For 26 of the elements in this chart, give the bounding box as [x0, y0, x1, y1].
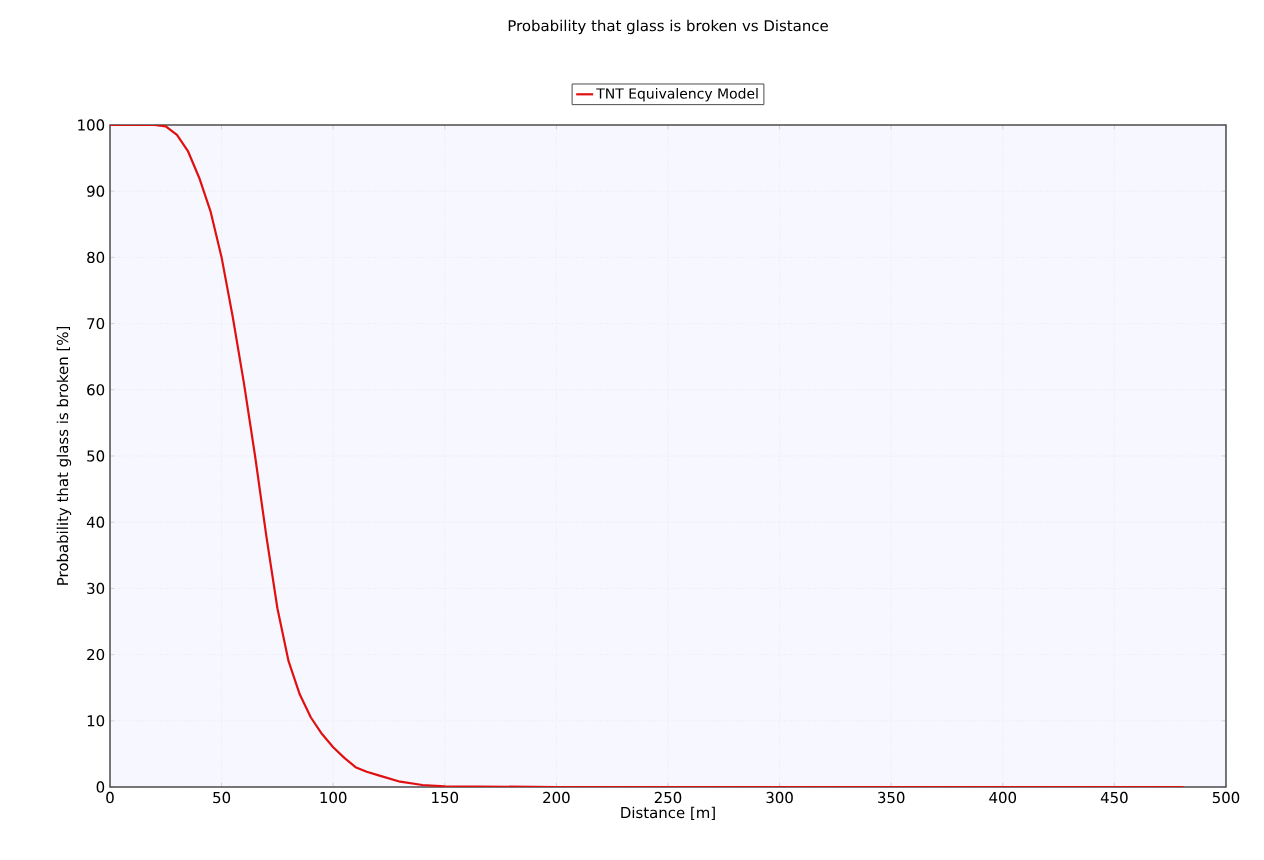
- y-tick-label: 90: [87, 185, 105, 197]
- legend-label: TNT Equivalency Model: [596, 87, 758, 102]
- x-tick-label: 300: [766, 791, 793, 804]
- x-tick-label: 350: [878, 791, 905, 804]
- x-tick-label: 250: [654, 791, 682, 804]
- y-tick-label: 80: [87, 251, 105, 264]
- y-tick-label: 50: [87, 450, 105, 462]
- x-axis-title: Distance [m]: [621, 806, 715, 820]
- x-tick-label: 500: [1212, 791, 1240, 804]
- y-tick-label: 20: [87, 648, 105, 661]
- y-tick-label: 100: [78, 119, 105, 131]
- x-tick-label: 150: [432, 791, 459, 804]
- y-tick-label: 40: [86, 516, 105, 528]
- x-tick-label: 450: [1100, 791, 1128, 804]
- x-tick-label: 0: [106, 791, 114, 804]
- x-tick-label: 200: [543, 791, 570, 804]
- y-tick-label: 0: [96, 781, 105, 793]
- chart-title: Probability that glass is broken vs Distance: [508, 19, 828, 35]
- y-tick-label: 10: [87, 715, 105, 727]
- y-tick-label: 60: [87, 384, 105, 396]
- x-tick-label: 400: [989, 791, 1017, 804]
- x-tick-label: 50: [213, 791, 231, 804]
- y-axis-title: Probability that glass is broken [%]: [56, 327, 72, 585]
- y-tick-label: 30: [87, 582, 105, 595]
- y-tick-label: 70: [87, 317, 105, 330]
- x-tick-label: 100: [320, 791, 347, 804]
